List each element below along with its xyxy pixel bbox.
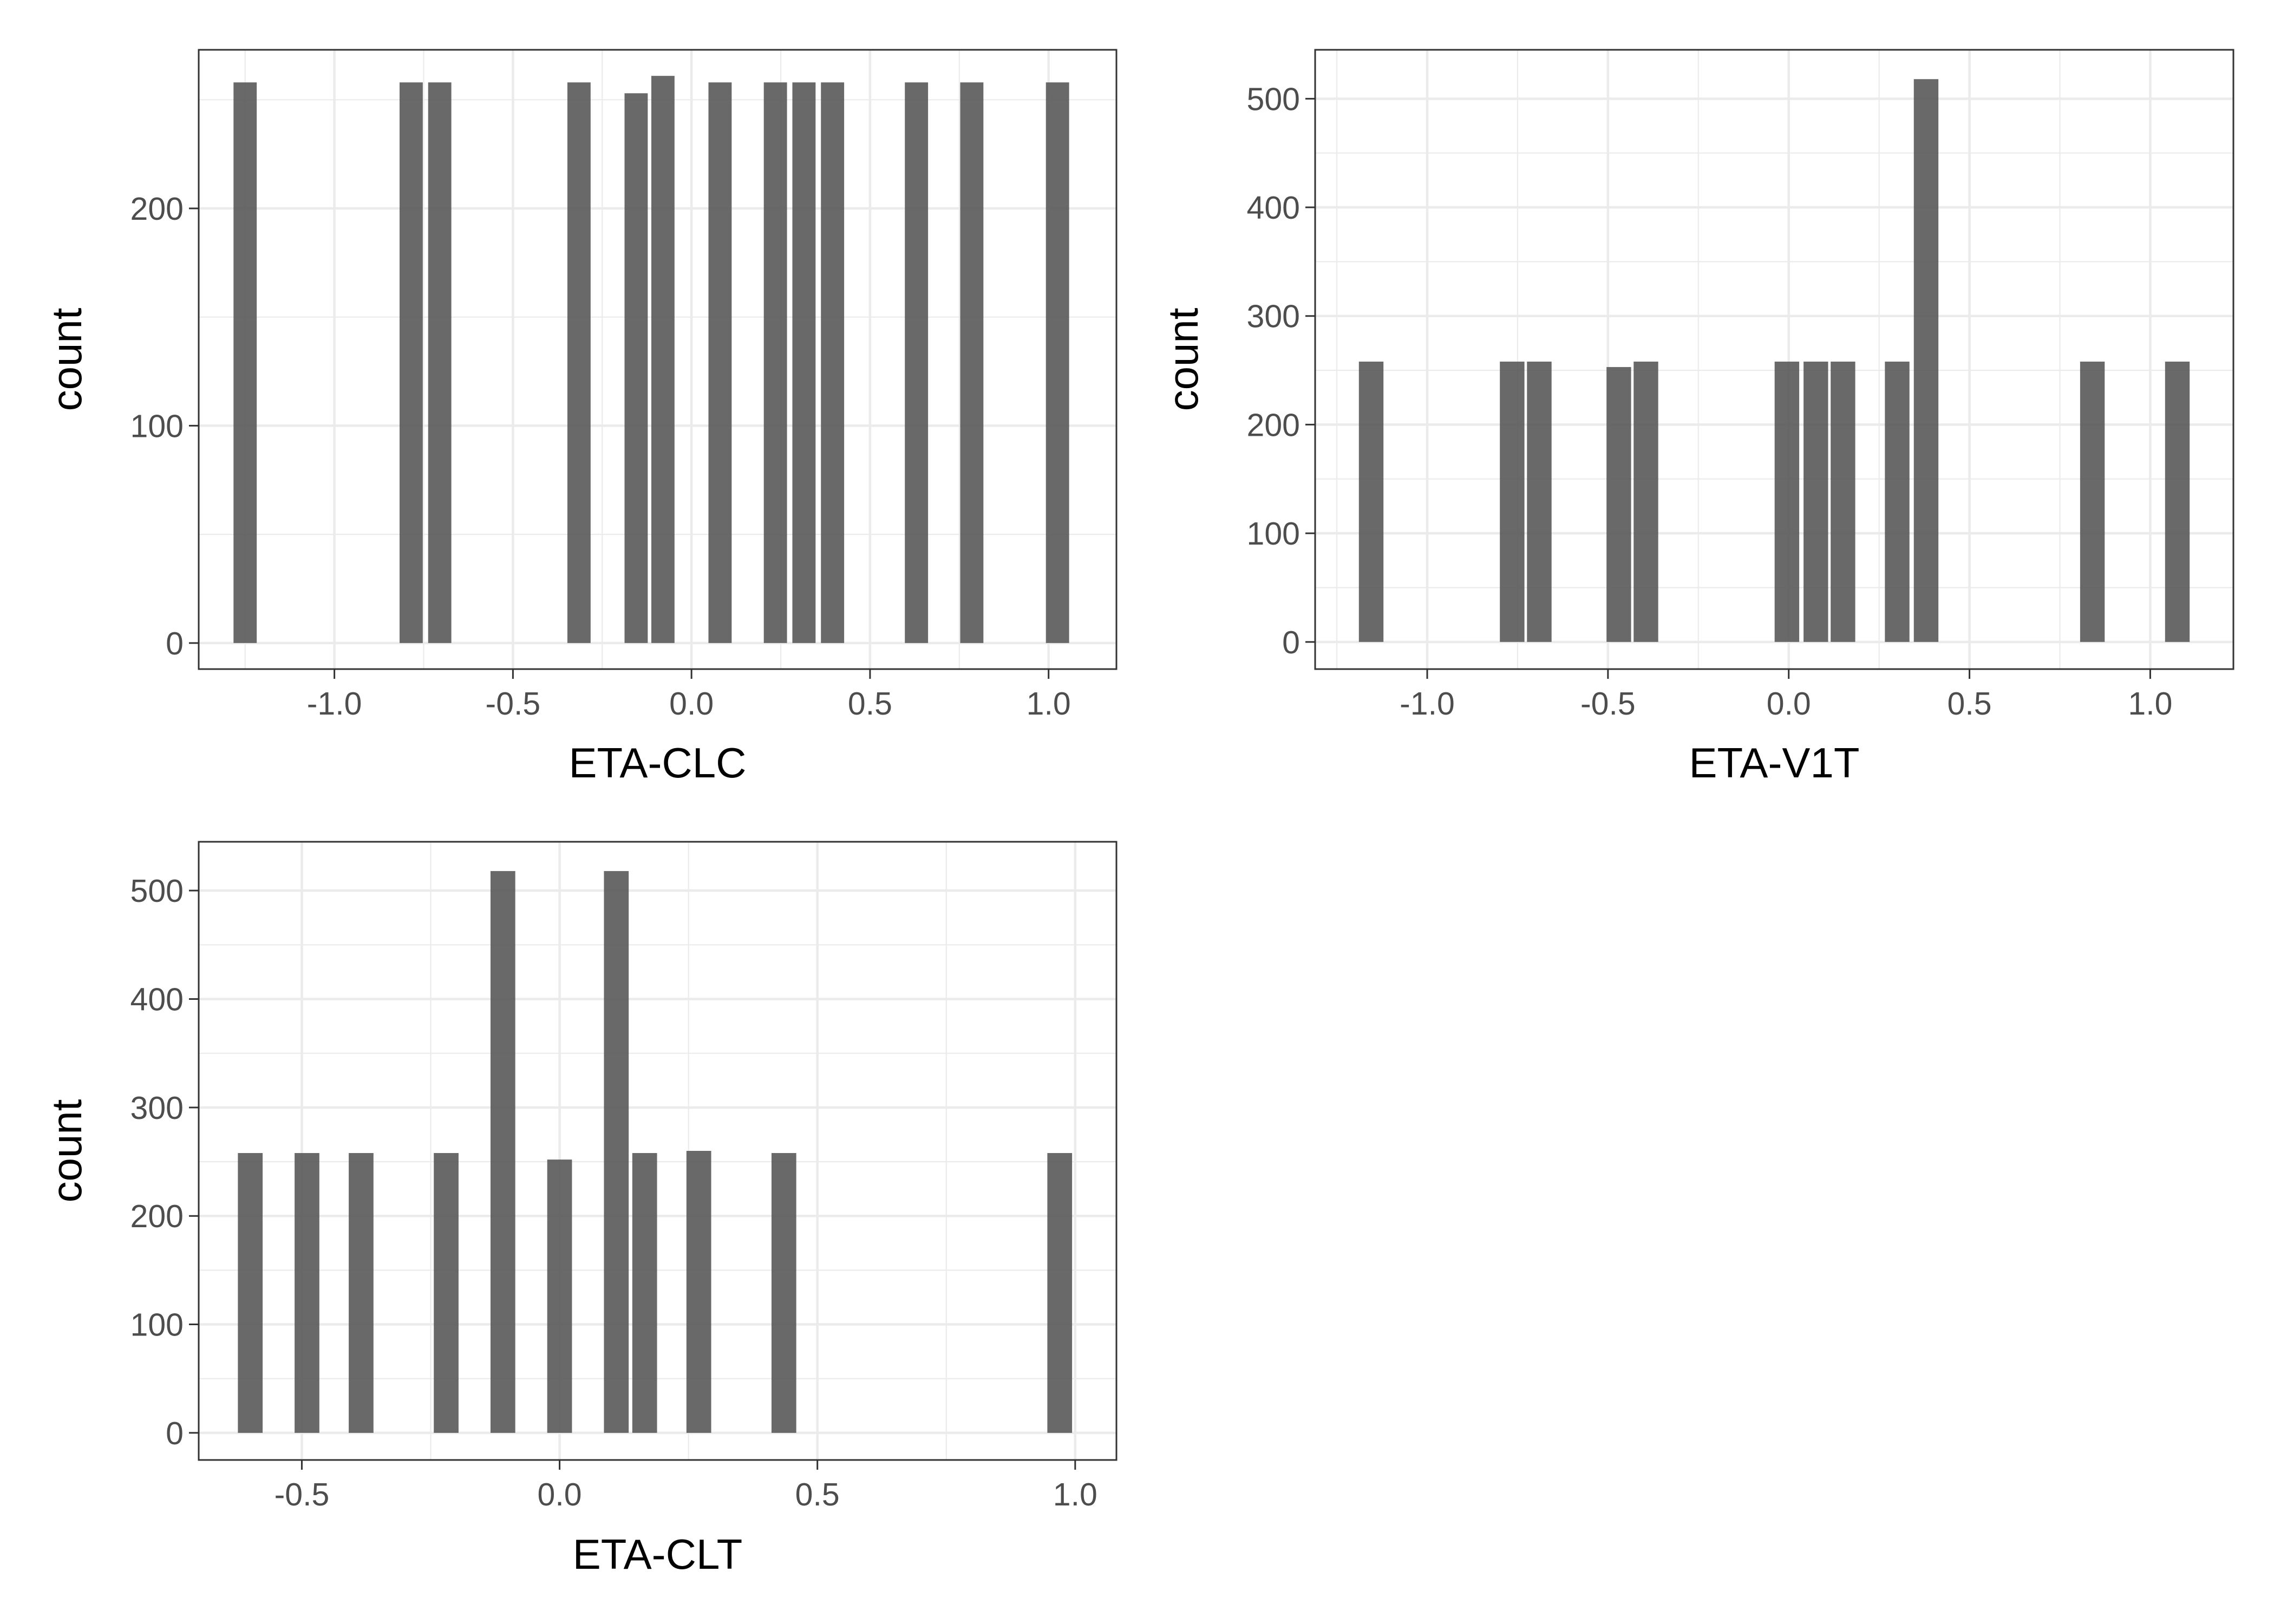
panel-background	[199, 842, 1116, 1460]
x-axis-title: ETA-CLC	[569, 739, 747, 787]
x-tick-label: 0.5	[1948, 686, 1992, 722]
panel-border	[1314, 49, 2234, 670]
histogram-bar	[295, 1153, 319, 1433]
histogram-bar	[1045, 82, 1069, 643]
y-tick-label: 100	[1247, 516, 1300, 552]
y-tick-label: 200	[1247, 407, 1300, 443]
histogram-bar	[428, 82, 452, 643]
histogram-bar	[624, 93, 648, 643]
histogram-bar	[1633, 362, 1658, 642]
y-tick-label: 300	[1247, 299, 1300, 335]
y-tick-label: 0	[166, 1416, 184, 1451]
histogram-bar	[771, 1153, 796, 1433]
panel-eta-clt: -0.5 0.0 0.5 1.0 0 100 200 300 400 500 ETA-CLT coun…	[43, 841, 1118, 1578]
y-tick-label: 100	[130, 408, 184, 444]
histogram-bar	[547, 1160, 572, 1433]
panel-eta-v1t: -1.0 -0.5 0.0 0.5 1.0 0 100 200 300 400 500 ETA-V1T…	[1159, 49, 2234, 787]
histogram-bar	[763, 82, 787, 643]
histogram-bar	[651, 76, 675, 643]
y-axis-title: count	[43, 307, 90, 411]
x-tick-label: -1.0	[1400, 686, 1455, 722]
histogram-bar	[238, 1153, 263, 1433]
histogram-bar	[1500, 362, 1525, 642]
y-tick-label: 500	[1247, 81, 1300, 117]
histogram-bar	[2080, 362, 2105, 642]
x-tick-label: 0.5	[795, 1477, 840, 1512]
histogram-bar	[821, 82, 845, 643]
histogram-bar	[960, 82, 984, 643]
histogram-bar	[1047, 1153, 1073, 1433]
histogram-bar	[233, 82, 257, 643]
histogram-bar	[490, 871, 515, 1433]
histogram-bar	[1803, 362, 1828, 642]
y-axis-title: count	[43, 1099, 90, 1202]
histogram-bar	[349, 1153, 374, 1433]
x-tick-label: -0.5	[275, 1477, 330, 1512]
histogram-bar	[567, 82, 591, 643]
x-tick-label: 1.0	[1027, 686, 1071, 722]
y-tick-label: 0	[166, 626, 184, 662]
panel-border	[198, 49, 1118, 670]
x-tick-label: 0.0	[1767, 686, 1811, 722]
x-tick-label: 1.0	[1053, 1477, 1097, 1512]
histogram-bar	[905, 82, 929, 643]
x-axis-title: ETA-V1T	[1689, 739, 1860, 787]
panel-border	[198, 841, 1118, 1461]
histogram-bar	[686, 1151, 711, 1433]
histogram-bar	[708, 82, 732, 643]
panel-eta-clc: -1.0 -0.5 0.0 0.5 1.0 0 100 200 ETA-CLC count	[43, 49, 1118, 787]
x-tick-label: 1.0	[2128, 686, 2172, 722]
x-tick-label: 0.0	[669, 686, 714, 722]
histogram-bar	[1913, 79, 1939, 642]
y-tick-label: 200	[130, 191, 184, 227]
histogram-bar	[1831, 362, 1855, 642]
x-tick-label: 0.5	[848, 686, 892, 722]
y-axis-title: count	[1159, 307, 1207, 411]
histogram-bar	[1606, 367, 1631, 642]
x-tick-label: -0.5	[1580, 686, 1636, 722]
y-tick-label: 400	[1247, 190, 1300, 226]
histogram-bar	[604, 871, 629, 1433]
histogram-bar	[1527, 362, 1552, 642]
x-tick-label: -0.5	[486, 686, 541, 722]
y-tick-label: 300	[130, 1090, 184, 1126]
histogram-bar	[632, 1153, 657, 1433]
y-tick-label: 200	[130, 1199, 184, 1234]
histogram-bar	[399, 82, 423, 643]
histogram-bar	[1358, 362, 1384, 642]
y-tick-label: 0	[1282, 625, 1300, 660]
x-axis-title: ETA-CLT	[573, 1530, 742, 1578]
histogram-bar	[1885, 362, 1910, 642]
y-tick-label: 400	[130, 982, 184, 1018]
histogram-bar	[2165, 362, 2190, 642]
y-tick-label: 500	[130, 873, 184, 909]
histogram-bar	[434, 1153, 459, 1433]
x-tick-label: 0.0	[538, 1477, 582, 1512]
histogram-bar	[1774, 362, 1800, 642]
histogram-bar	[792, 82, 816, 643]
x-tick-label: -1.0	[307, 686, 362, 722]
y-tick-label: 100	[130, 1307, 184, 1343]
